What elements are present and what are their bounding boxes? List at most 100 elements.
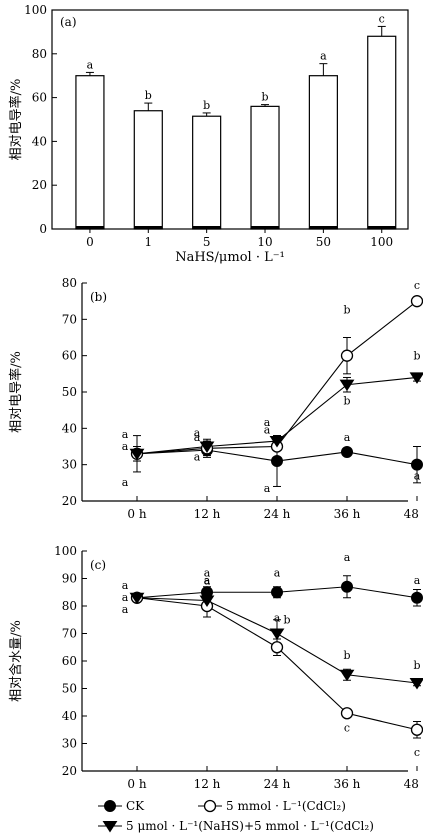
legend-label: 5 mmol · L⁻¹(CdCl₂) — [226, 799, 346, 813]
significance-letter: a — [122, 476, 129, 489]
legend: CK 5 mmol · L⁻¹(CdCl₂) 5 μmol · L⁻¹(NaHS)+… — [98, 799, 374, 833]
data-point — [269, 628, 285, 640]
significance-letter: a — [320, 50, 327, 63]
significance-letter: a — [264, 416, 271, 429]
y-tick-label-a: 0 — [39, 222, 47, 236]
x-tick-label: 0 h — [127, 777, 146, 791]
plot-frame-a — [51, 9, 409, 230]
y-tick-label: 80 — [62, 276, 77, 290]
data-point — [411, 591, 423, 604]
panel-b: (b) 20 30 40 50 60 70 80 0 h 12 h 24 h 36 h 48 h 相对电导… — [8, 276, 423, 521]
data-point — [270, 641, 284, 654]
bar — [308, 75, 338, 230]
data-point — [271, 455, 283, 468]
significance-letter: b — [283, 614, 290, 627]
significance-letter: b — [413, 659, 420, 672]
significance-letter: a — [344, 431, 351, 444]
x-tick-label: 12 h — [194, 777, 221, 791]
y-tick-label: 30 — [62, 458, 77, 472]
x-tick-label: 0 h — [127, 507, 146, 521]
data-point — [410, 295, 423, 308]
significance-letter: b — [343, 649, 350, 662]
significance-letter: c — [379, 12, 385, 25]
y-tick-label-a: 60 — [32, 91, 47, 105]
bar — [367, 35, 397, 230]
y-tick-label: 60 — [62, 349, 77, 363]
x-tick-label-a: 100 — [370, 235, 393, 249]
bar — [133, 110, 163, 230]
significance-letter: b — [343, 304, 350, 317]
significance-letter: a — [194, 426, 201, 439]
significance-letter: b — [261, 91, 268, 104]
y-tick-label-a: 80 — [32, 47, 47, 61]
y-tick-label: 90 — [62, 572, 77, 586]
significance-letter: a — [264, 482, 271, 495]
y-axis-label: 相对电导率/% — [8, 351, 24, 433]
x-tick-label-a: 50 — [316, 235, 331, 249]
legend-label: CK — [126, 799, 145, 813]
significance-letter: a — [204, 575, 211, 588]
legend-label: 5 μmol · L⁻¹(NaHS)+5 mmol · L⁻¹(CdCl₂) — [126, 819, 374, 833]
data-point — [340, 707, 354, 720]
x-tick-label: 48 h — [404, 777, 423, 791]
panel-label-a: (a) — [60, 15, 77, 29]
x-tick-label: 24 h — [264, 507, 291, 521]
y-tick-label: 40 — [62, 421, 77, 435]
data-point — [271, 586, 283, 599]
significance-letter: a — [344, 551, 351, 564]
significance-letter: a — [204, 574, 211, 587]
significance-letter: a — [122, 440, 129, 453]
significance-letter: a — [122, 591, 129, 604]
data-point — [409, 372, 423, 384]
bar — [75, 75, 105, 230]
y-axis-label-a: 相对电导率/% — [8, 79, 24, 161]
data-point — [339, 669, 355, 682]
y-tick-label-a: 20 — [32, 178, 47, 192]
data-point — [411, 458, 423, 471]
y-tick-label: 40 — [62, 709, 77, 723]
x-tick-label-a: 0 — [86, 235, 94, 249]
series-line — [136, 300, 418, 455]
data-point — [409, 677, 423, 690]
y-tick-label: 20 — [62, 494, 77, 508]
legend-marker — [104, 800, 116, 812]
y-tick-label: 80 — [62, 599, 77, 613]
significance-letter: c — [414, 746, 420, 759]
x-tick-label-a: 1 — [144, 235, 152, 249]
data-point — [341, 445, 353, 458]
significance-letter: b — [413, 349, 420, 362]
legend-marker — [102, 820, 118, 833]
y-tick-label-a: 40 — [32, 134, 47, 148]
data-point — [129, 592, 145, 605]
x-tick-label: 36 h — [334, 507, 361, 521]
y-tick-label: 70 — [62, 312, 77, 326]
significance-letter: c — [414, 279, 420, 292]
y-tick-label: 50 — [62, 682, 77, 696]
significance-letter: a — [274, 611, 281, 624]
x-tick-label: 48 h — [404, 507, 423, 521]
significance-letter: a — [264, 424, 271, 437]
y-tick-label: 50 — [62, 385, 77, 399]
significance-letter: a — [274, 566, 281, 579]
y-tick-label: 20 — [62, 764, 77, 778]
significance-letter: a — [414, 470, 421, 483]
x-tick-label: 24 h — [264, 777, 291, 791]
significance-letter: b — [145, 89, 152, 102]
bar — [192, 115, 222, 230]
significance-letter: a — [122, 603, 129, 616]
data-point — [199, 441, 215, 453]
x-tick-label: 12 h — [194, 507, 221, 521]
data-point — [410, 723, 423, 736]
significance-letter: b — [343, 395, 350, 408]
y-tick-label: 100 — [54, 544, 77, 558]
x-tick-label-a: 10 — [257, 235, 272, 249]
y-tick-label-a: 100 — [24, 3, 47, 17]
legend-marker — [203, 799, 217, 813]
significance-letter: a — [87, 58, 94, 71]
panel-c: (c) 20 30 40 50 60 70 80 90 100 0 h 12 h 24 h 36 h 48 … — [8, 544, 423, 791]
bar — [250, 105, 280, 230]
x-tick-label: 36 h — [334, 777, 361, 791]
significance-letter: a — [194, 451, 201, 464]
data-point — [340, 349, 354, 362]
